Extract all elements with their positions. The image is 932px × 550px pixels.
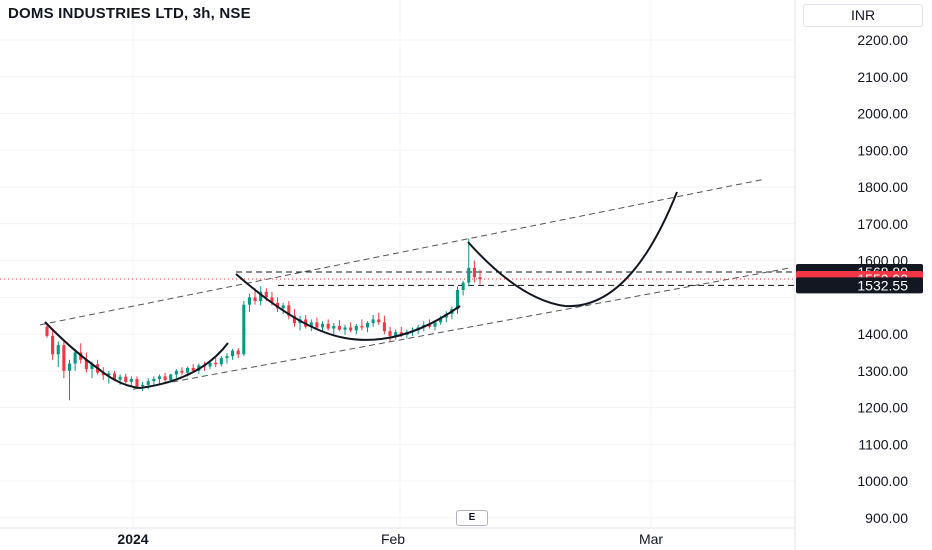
candle-body [163,376,167,381]
y-tick-label: 1100.00 [858,436,908,452]
candle-body [337,325,341,330]
y-tick-label: 2200.00 [857,32,908,48]
x-tick-label: Feb [381,531,405,547]
price-tag-bg [796,277,923,294]
y-tick-label: 1800.00 [857,179,908,195]
candle-body [287,305,291,316]
candle-body [67,363,72,371]
candle-body [84,359,88,370]
candle-body [90,364,94,370]
candle-body [141,384,145,387]
x-tick-label: Mar [639,531,663,547]
candle-body [433,322,437,327]
candle-body [135,378,139,387]
candle-body [349,327,353,331]
candle-body [270,297,274,303]
candle-body [124,376,128,382]
scale-toggle-button[interactable]: E [456,510,488,526]
y-tick-label: 2000.00 [857,106,908,122]
candle-body [394,332,398,336]
candle-body [186,367,190,373]
y-tick-label: 1900.00 [857,142,908,158]
candle-body [326,323,330,329]
candle-body [253,297,257,301]
candle-body [231,350,235,357]
candle-body [174,370,178,375]
currency-button[interactable]: INR [803,4,923,27]
candle-body [461,282,465,290]
candle-body [56,345,60,355]
projected-cup-arc [467,191,678,308]
candle-body [472,267,476,278]
candle-body [73,352,77,364]
candle-body [292,315,296,324]
candle-body [320,323,325,328]
candle-body [62,345,66,371]
candle-body [343,327,347,330]
candle-body [242,304,246,355]
candle-body [259,291,263,301]
candle-body [45,326,49,336]
candle-body [365,323,370,328]
candle-body [180,370,184,373]
candle-body [219,357,223,365]
candle-body [264,291,268,298]
candle-body [315,322,319,328]
candle-body [360,325,364,328]
candle-body [191,367,195,371]
x-tick-label: 2024 [117,531,148,547]
candle-body [439,317,443,323]
candle-body [427,324,431,327]
candle-body [332,325,336,329]
candle-body [371,319,375,324]
candle-body [354,325,358,331]
y-tick-label: 1700.00 [857,216,908,232]
candle-body [467,267,471,283]
candle-body [225,356,229,358]
price-tag-label: 1532.55 [857,277,908,293]
y-tick-label: 1400.00 [857,326,908,342]
candle-body [129,378,133,382]
lower-channel-line [132,267,791,390]
candle-body [281,305,285,309]
candle-body [247,297,251,305]
candle-body [51,335,55,355]
cup-arc-1 [44,321,229,390]
chart-title: DOMS INDUSTRIES LTD, 3h, NSE [8,5,251,22]
candle-body [101,372,105,376]
candle-body [118,376,122,380]
y-tick-label: 1000.00 [857,473,908,489]
candle-body [169,374,173,381]
candle-body [152,378,156,382]
candle-body [214,362,218,365]
cup-arc-2 [235,273,461,341]
candle-body [107,373,111,376]
candle-body [455,289,460,310]
candle-body [388,331,392,336]
upper-channel-line [39,179,763,326]
candle-body [157,376,162,379]
candle-body [399,332,403,335]
candle-body [236,350,240,355]
y-tick-label: 1300.00 [857,363,908,379]
candle-body [478,277,482,279]
candle-body [208,362,212,367]
candle-body [112,373,117,380]
y-tick-label: 2100.00 [857,69,908,85]
y-tick-label: 1200.00 [857,400,908,416]
candle-body [377,319,381,323]
candle-body [382,322,386,332]
candle-body [146,381,150,385]
candle-body [309,322,313,327]
y-tick-label: 900.00 [865,510,908,526]
